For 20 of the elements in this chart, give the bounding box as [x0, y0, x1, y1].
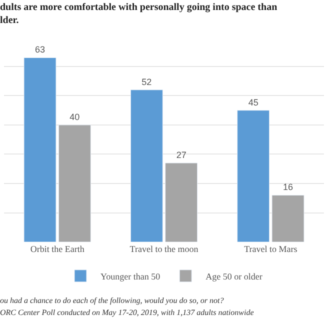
data-label: 45	[248, 97, 258, 108]
legend-label: Younger than 50	[100, 271, 161, 282]
x-tick-label: Travel to the moon	[130, 244, 199, 254]
bar	[165, 162, 198, 242]
data-label: 16	[282, 182, 294, 192]
bar	[272, 194, 304, 242]
data-label: 40	[70, 112, 80, 122]
data-label: 52	[142, 76, 152, 87]
bar	[58, 124, 91, 242]
text: ORC Center Poll conducted on May 17-20, 2019, with 1,137 adults nationwide	[0, 308, 254, 317]
data-label: 27	[176, 150, 186, 160]
text: ou had a chance to do each of the following, would you do so, or not?	[0, 296, 224, 305]
chart-title: dults are more comfortable with personally going into space than lder.	[0, 2, 278, 26]
x-tick-label: Travel to Mars	[244, 244, 298, 254]
bar	[237, 110, 270, 242]
bar	[130, 90, 163, 242]
bar	[24, 57, 56, 242]
data-label: 63	[34, 44, 46, 55]
x-tick-label: Orbit the Earth	[30, 244, 85, 254]
legend-label: Age 50 or older	[206, 271, 262, 282]
